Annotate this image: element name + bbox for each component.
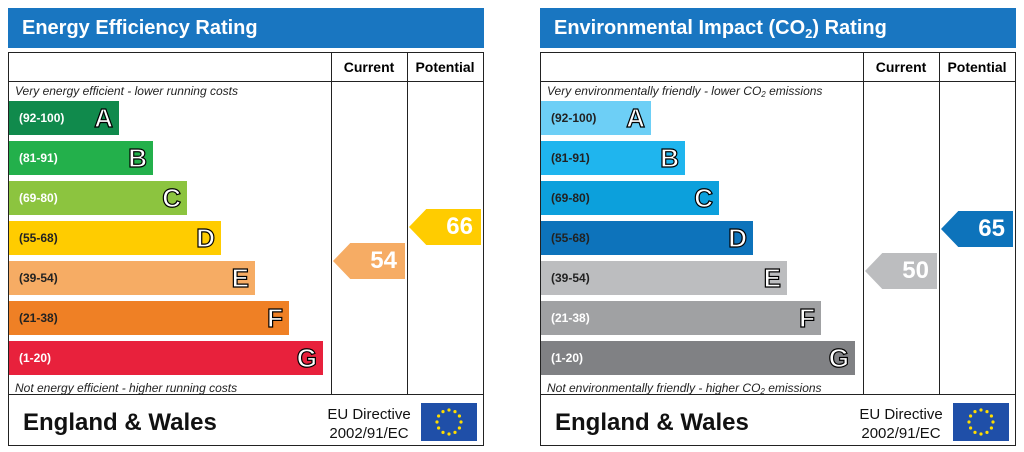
band-letter: G: [296, 343, 317, 373]
header-divider: [9, 81, 483, 82]
rating-table: Current Potential Very environmentally f…: [540, 52, 1016, 446]
column-divider: [939, 53, 940, 395]
band-range: (39-54): [19, 271, 58, 285]
environmental-impact-panel: Environmental Impact (CO2) Rating Curren…: [540, 8, 1016, 448]
current-rating-value: 50: [902, 257, 929, 284]
current-rating-arrow: 50: [865, 253, 937, 289]
column-divider: [331, 53, 332, 395]
potential-column-header: Potential: [947, 59, 1007, 75]
band-range: (81-91): [551, 151, 590, 165]
band-letter: G: [828, 343, 849, 373]
top-note: Very energy efficient - lower running co…: [15, 84, 238, 98]
band-e: (39-54) E: [541, 261, 787, 295]
current-column-header: Current: [343, 59, 395, 75]
column-divider: [407, 53, 408, 395]
band-letter: D: [728, 223, 748, 253]
note-subscript: 2: [760, 387, 765, 396]
note-text: Very environmentally friendly - lower CO: [547, 84, 762, 98]
band-b: (81-91) B: [9, 141, 153, 175]
country-label: England & Wales: [555, 409, 749, 436]
rating-table: Current Potential Very energy efficient …: [8, 52, 484, 446]
footer-divider: [9, 394, 483, 395]
potential-column-header: Potential: [415, 59, 475, 75]
band-range: (55-68): [19, 231, 58, 245]
band-range: (39-54): [551, 271, 590, 285]
directive-code: 2002/91/EC: [329, 425, 409, 442]
footer-divider: [541, 394, 1015, 395]
eu-flag-icon: [953, 403, 1009, 441]
band-g: (1-20) G: [9, 341, 323, 375]
band-range: (55-68): [551, 231, 590, 245]
band-letter: C: [694, 183, 714, 213]
band-letter: C: [162, 183, 182, 213]
band-c: (69-80) C: [541, 181, 719, 215]
energy-efficiency-panel: Energy Efficiency Rating Current Potenti…: [8, 8, 484, 448]
eu-flag-icon: [421, 403, 477, 441]
band-e: (39-54) E: [9, 261, 255, 295]
directive-line: EU Directive: [327, 406, 411, 423]
current-column-header: Current: [875, 59, 927, 75]
band-a: (92-100) A: [9, 101, 119, 135]
directive-code: 2002/91/EC: [861, 425, 941, 442]
eu-directive-label: EU Directive 2002/91/EC: [851, 405, 951, 443]
band-letter: A: [94, 103, 114, 133]
note-text: Not environmentally friendly - higher CO: [547, 381, 761, 395]
band-range: (21-38): [551, 311, 590, 325]
current-rating-value: 54: [370, 247, 397, 274]
band-letter: B: [128, 143, 148, 173]
band-range: (92-100): [19, 111, 65, 125]
potential-rating-arrow: 66: [409, 209, 481, 245]
title-text-end: ) Rating: [812, 17, 887, 39]
band-f: (21-38) F: [541, 301, 821, 335]
current-rating-arrow: 54: [333, 243, 405, 279]
band-range: (69-80): [19, 191, 58, 205]
band-letter: A: [626, 103, 646, 133]
bottom-note: Not energy efficient - higher running co…: [15, 381, 238, 395]
title-text: Environmental Impact (CO: [554, 17, 806, 39]
header-divider: [541, 81, 1015, 82]
band-letter: F: [799, 303, 816, 333]
band-d: (55-68) D: [541, 221, 753, 255]
note-subscript: 2: [761, 90, 766, 99]
potential-rating-value: 66: [446, 213, 473, 240]
band-letter: E: [231, 263, 250, 293]
panel-title: Environmental Impact (CO2) Rating: [540, 8, 1016, 48]
eu-directive-label: EU Directive 2002/91/EC: [319, 405, 419, 443]
band-f: (21-38) F: [9, 301, 289, 335]
potential-rating-value: 65: [978, 215, 1005, 242]
band-range: (92-100): [551, 111, 597, 125]
top-note: Very environmentally friendly - lower CO…: [547, 84, 823, 99]
bottom-note: Not environmentally friendly - higher CO…: [547, 381, 822, 396]
directive-line: EU Directive: [859, 406, 943, 423]
band-range: (1-20): [551, 351, 584, 365]
band-range: (21-38): [19, 311, 58, 325]
column-divider: [863, 53, 864, 395]
band-range: (81-91): [19, 151, 58, 165]
band-letter: E: [763, 263, 782, 293]
title-subscript: 2: [805, 26, 813, 41]
band-range: (69-80): [551, 191, 590, 205]
band-b: (81-91) B: [541, 141, 685, 175]
band-letter: B: [660, 143, 680, 173]
band-a: (92-100) A: [541, 101, 651, 135]
band-c: (69-80) C: [9, 181, 187, 215]
band-range: (1-20): [19, 351, 52, 365]
band-d: (55-68) D: [9, 221, 221, 255]
country-label: England & Wales: [23, 409, 217, 436]
panel-title: Energy Efficiency Rating: [8, 8, 484, 48]
band-letter: F: [267, 303, 284, 333]
band-g: (1-20) G: [541, 341, 855, 375]
potential-rating-arrow: 65: [941, 211, 1013, 247]
note-text-end: emissions: [765, 84, 823, 98]
band-letter: D: [196, 223, 216, 253]
note-text-end: emissions: [764, 381, 822, 395]
